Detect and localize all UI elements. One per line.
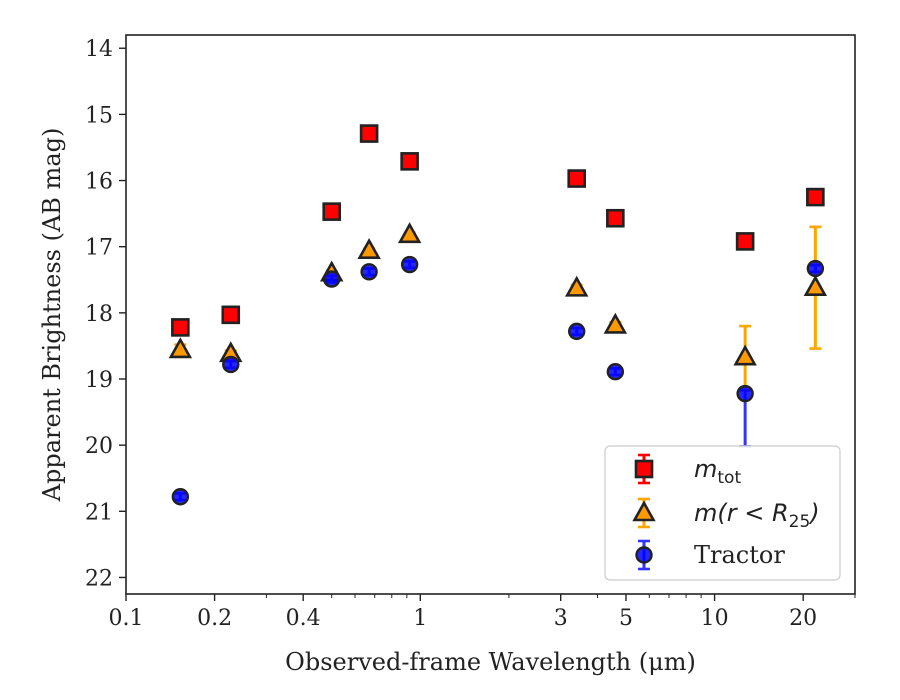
data-point-circle (736, 384, 754, 403)
data-point-circle (222, 355, 240, 374)
data-point-circle (171, 488, 190, 506)
x-tick-label: 1 (413, 606, 427, 631)
x-tick-label: 0.1 (109, 606, 144, 631)
y-tick-label: 21 (85, 500, 113, 525)
series-m-tot (171, 124, 825, 337)
x-tick-label: 20 (789, 606, 817, 631)
y-tick-label: 19 (85, 368, 113, 393)
data-point-triangle (357, 237, 381, 259)
data-point-square (606, 208, 625, 228)
y-tick-label: 20 (85, 434, 113, 459)
data-point-triangle (168, 337, 193, 359)
data-point-circle (360, 263, 378, 281)
plot-frame (125, 34, 856, 595)
data-point-triangle (603, 312, 628, 334)
data-point-circle (606, 363, 625, 381)
data-point-square (400, 152, 419, 171)
x-tick-label: 5 (619, 606, 633, 631)
y-axis-title: Apparent Brightness (AB mag) (38, 128, 66, 503)
data-point-square (567, 169, 587, 188)
y-tick-label: 17 (85, 236, 113, 261)
y-tick-label: 15 (85, 103, 113, 128)
x-tick-label: 0.4 (286, 606, 321, 631)
x-tick-label: 3 (554, 606, 568, 631)
x-axis-title: Observed-frame Wavelength (μm) (285, 648, 696, 676)
data-point-circle (568, 322, 586, 341)
data-point-circle (323, 270, 341, 288)
legend-label: mtot (694, 455, 741, 488)
data-point-square (359, 124, 379, 143)
data-point-circle (400, 255, 419, 274)
data-point-square (322, 202, 342, 221)
axis-ticks: 0.1 0.2 0.4 1 3 5 10 20 14 15 16 17 18 19 20 21 22 (85, 37, 856, 631)
x-tick-label: 10 (701, 606, 729, 631)
legend-label: Tractor (694, 541, 785, 569)
data-point-square (735, 232, 755, 251)
data-point-triangle (803, 275, 828, 297)
legend-label: m(r < R25) (694, 499, 820, 532)
series-tractor (171, 255, 825, 506)
data-point-square (171, 318, 190, 337)
data-point-triangle (733, 344, 757, 366)
y-tick-label: 16 (85, 170, 113, 195)
data-point-square (221, 305, 241, 325)
legend-marker-triangle (632, 500, 656, 522)
x-tick-label: 0.2 (197, 606, 232, 631)
legend-box (604, 445, 841, 581)
legend: mtot m(r < R25) Tractor (604, 445, 841, 581)
legend-marker-square (634, 459, 654, 479)
data-point-square (806, 187, 825, 207)
data-point-circle (806, 259, 825, 278)
plot-area (168, 124, 828, 506)
legend-marker-circle (635, 546, 653, 564)
y-tick-label: 14 (85, 37, 113, 62)
data-point-triangle (397, 222, 422, 244)
data-point-triangle (564, 275, 589, 297)
y-tick-label: 18 (85, 302, 113, 327)
y-tick-label: 22 (85, 566, 113, 591)
